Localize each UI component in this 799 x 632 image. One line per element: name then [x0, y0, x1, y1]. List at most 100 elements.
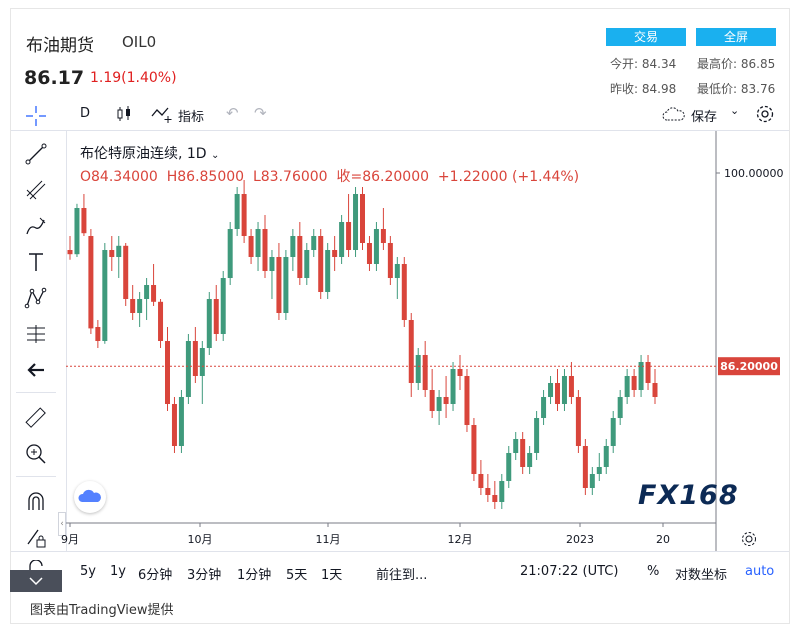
candle-body	[534, 418, 540, 453]
candle-body	[74, 208, 80, 255]
cloud-icon[interactable]	[662, 106, 686, 122]
stat-prev-close: 昨收: 84.98	[610, 82, 677, 96]
x-tick-label: 10月	[188, 533, 213, 546]
candle-body	[192, 341, 198, 376]
candle-body	[276, 257, 282, 313]
candle-body	[137, 299, 143, 313]
candle-body	[387, 243, 393, 278]
candle-body	[631, 376, 637, 390]
zoom-in-icon[interactable]	[24, 442, 48, 466]
trend-line-icon[interactable]	[24, 142, 48, 166]
candle-body	[213, 299, 219, 334]
candle-body	[144, 285, 150, 299]
candle-body	[332, 250, 338, 257]
ruler-icon[interactable]	[24, 406, 48, 430]
candle-body	[234, 194, 240, 229]
candle-body	[339, 222, 345, 257]
instrument-title: 布油期货	[26, 36, 94, 56]
candle-body	[513, 439, 519, 453]
candle-body	[311, 236, 317, 250]
indicators-icon[interactable]	[150, 104, 174, 124]
undo-icon[interactable]: ↶	[226, 104, 239, 122]
candle-body	[325, 250, 331, 292]
save-button[interactable]: 保存	[691, 110, 718, 125]
candle-body	[617, 397, 623, 418]
indicators-button[interactable]: 指标	[178, 110, 205, 125]
axis-settings-gear-icon[interactable]	[742, 532, 756, 546]
magnet-icon[interactable]	[24, 490, 48, 514]
candle-body	[548, 383, 554, 397]
candle-body	[408, 320, 414, 383]
back-arrow-icon[interactable]	[24, 358, 48, 382]
candle-body	[499, 481, 505, 502]
candle-body	[575, 397, 581, 446]
candles-icon[interactable]	[114, 104, 134, 124]
x-tick-label: 11月	[316, 533, 341, 546]
pattern-icon[interactable]	[24, 286, 48, 310]
forecast-icon[interactable]	[24, 322, 48, 346]
candle-body	[401, 264, 407, 320]
candle-body	[318, 236, 324, 292]
range-button[interactable]: 1天	[321, 568, 343, 583]
percent-toggle[interactable]: %	[647, 564, 660, 579]
candle-body	[269, 257, 275, 271]
candle-body	[492, 495, 498, 502]
crosshair-icon[interactable]	[24, 104, 48, 128]
tradingview-cloud-icon	[78, 489, 101, 502]
candle-body	[443, 397, 449, 404]
candle-body	[81, 208, 87, 234]
candle-body	[304, 250, 310, 278]
clock-readout[interactable]: 21:07:22 (UTC)	[520, 564, 619, 579]
fullscreen-button[interactable]: 全屏	[696, 28, 776, 46]
candle-body	[123, 245, 129, 299]
settings-gear-icon[interactable]	[754, 103, 776, 125]
range-button[interactable]: 5y	[80, 564, 96, 579]
range-button[interactable]: 1y	[110, 564, 126, 579]
candle-body	[380, 229, 386, 243]
redo-icon[interactable]: ↷	[254, 104, 267, 122]
candle-body	[206, 299, 212, 348]
last-price-badge	[718, 357, 780, 376]
fib-channel-icon[interactable]	[24, 178, 48, 202]
y-tick-label: 100.00000	[724, 167, 784, 180]
lock-drawing-icon[interactable]	[24, 526, 48, 550]
candle-body	[102, 250, 108, 341]
range-button[interactable]: 1分钟	[237, 568, 272, 583]
range-button[interactable]: 5天	[286, 568, 308, 583]
auto-scale-toggle[interactable]: auto	[745, 564, 775, 579]
save-dropdown-icon[interactable]: ⌄	[730, 104, 740, 117]
candle-body	[568, 376, 574, 397]
candle-body	[346, 222, 352, 250]
stat-low: 最低价: 83.76	[697, 82, 776, 96]
goto-button[interactable]: 前往到...	[376, 568, 428, 583]
candle-body	[353, 194, 359, 250]
lock-icon[interactable]	[24, 560, 48, 576]
candle-body	[555, 383, 560, 404]
candle-body	[478, 474, 484, 488]
x-tick-label: 9月	[61, 533, 79, 546]
candle-body	[220, 278, 226, 334]
widget-frame	[10, 8, 790, 624]
brush-icon[interactable]	[24, 214, 48, 238]
collapse-toolbar-button[interactable]	[10, 570, 62, 592]
range-button[interactable]: 6分钟	[138, 568, 173, 583]
range-button[interactable]: 3分钟	[187, 568, 222, 583]
interval-button[interactable]: D	[80, 106, 91, 121]
stat-open: 今开: 84.34	[610, 57, 677, 71]
collapse-panel-handle[interactable]: ‹	[58, 512, 66, 536]
candle-body	[373, 229, 379, 264]
candle-body	[436, 397, 442, 411]
candle-body	[283, 257, 289, 313]
legend-symbol[interactable]: 布伦特原油连续, 1D ⌄	[80, 146, 220, 162]
candle-body	[88, 236, 94, 329]
candle-body	[464, 376, 470, 425]
log-scale-toggle[interactable]: 对数坐标	[675, 568, 728, 583]
candle-body	[589, 474, 595, 488]
candle-body	[130, 299, 136, 313]
candle-body	[471, 425, 477, 474]
tradingview-logo[interactable]	[74, 481, 106, 513]
trade-button[interactable]: 交易	[606, 28, 686, 46]
text-tool-icon[interactable]	[24, 250, 48, 274]
last-price-label: 86.20000	[720, 360, 778, 373]
